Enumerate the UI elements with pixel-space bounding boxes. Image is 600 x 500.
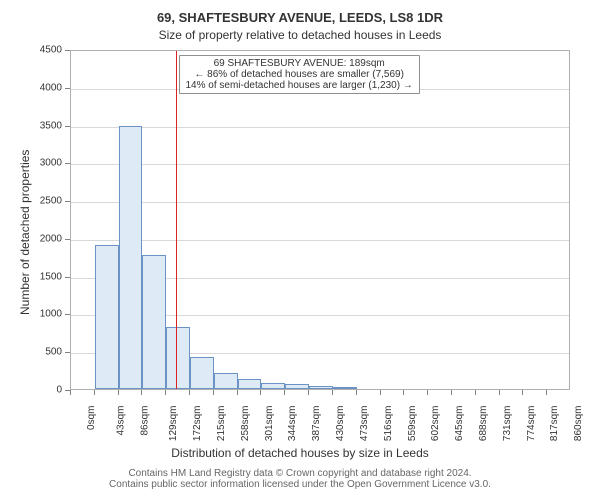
x-tick-label: 430sqm <box>335 406 346 442</box>
footer: Contains HM Land Registry data © Crown c… <box>0 468 600 490</box>
gridline <box>71 240 569 241</box>
y-tick-label: 0 <box>22 385 62 396</box>
histogram-bar <box>261 383 285 389</box>
x-tick <box>475 390 476 395</box>
x-tick <box>260 390 261 395</box>
y-tick <box>65 126 70 127</box>
x-tick-label: 172sqm <box>192 406 203 442</box>
annotation-line: 69 SHAFTESBURY AVENUE: 189sqm <box>186 58 413 69</box>
y-tick <box>65 163 70 164</box>
y-tick <box>65 201 70 202</box>
x-tick <box>165 390 166 395</box>
y-tick <box>65 239 70 240</box>
y-tick <box>65 50 70 51</box>
y-tick <box>65 88 70 89</box>
x-tick-label: 258sqm <box>240 406 251 442</box>
histogram-bar <box>119 126 143 389</box>
x-tick-label: 602sqm <box>430 406 441 442</box>
gridline <box>71 202 569 203</box>
x-tick-label: 860sqm <box>573 406 584 442</box>
x-tick <box>213 390 214 395</box>
x-tick <box>189 390 190 395</box>
plot-area: 69 SHAFTESBURY AVENUE: 189sqm← 86% of de… <box>70 50 570 390</box>
y-tick-label: 1000 <box>22 309 62 320</box>
x-tick-label: 473sqm <box>359 406 370 442</box>
x-axis-label: Distribution of detached houses by size … <box>0 446 600 460</box>
annotation-box: 69 SHAFTESBURY AVENUE: 189sqm← 86% of de… <box>179 55 420 94</box>
footer-line-2: Contains public sector information licen… <box>0 479 600 490</box>
x-tick <box>308 390 309 395</box>
x-tick-label: 301sqm <box>264 406 275 442</box>
x-tick <box>118 390 119 395</box>
histogram-bar <box>309 386 333 389</box>
histogram-bar <box>238 379 262 389</box>
x-tick <box>284 390 285 395</box>
y-tick-label: 1500 <box>22 271 62 282</box>
x-tick-label: 0sqm <box>86 406 97 430</box>
annotation-line: ← 86% of detached houses are smaller (7,… <box>186 69 413 80</box>
y-tick-label: 4500 <box>22 45 62 56</box>
y-axis-label: Number of detached properties <box>18 150 32 315</box>
x-tick-label: 817sqm <box>549 406 560 442</box>
x-tick <box>403 390 404 395</box>
x-tick-label: 387sqm <box>311 406 322 442</box>
x-tick-label: 344sqm <box>288 406 299 442</box>
x-tick <box>522 390 523 395</box>
x-tick <box>94 390 95 395</box>
footer-line-1: Contains HM Land Registry data © Crown c… <box>0 468 600 479</box>
histogram-bar <box>142 255 166 389</box>
x-tick <box>237 390 238 395</box>
y-tick-label: 3000 <box>22 158 62 169</box>
x-tick <box>427 390 428 395</box>
x-tick <box>499 390 500 395</box>
x-tick-label: 215sqm <box>216 406 227 442</box>
x-tick-label: 129sqm <box>169 406 180 442</box>
chart-title: 69, SHAFTESBURY AVENUE, LEEDS, LS8 1DR <box>0 10 600 25</box>
gridline <box>71 164 569 165</box>
x-tick <box>380 390 381 395</box>
histogram-bar <box>214 373 238 389</box>
figure: 69, SHAFTESBURY AVENUE, LEEDS, LS8 1DR S… <box>0 0 600 500</box>
x-tick-label: 731sqm <box>502 406 513 442</box>
property-marker-line <box>176 51 178 389</box>
histogram-bar <box>190 357 214 389</box>
y-tick <box>65 352 70 353</box>
y-tick-label: 2500 <box>22 196 62 207</box>
x-tick-label: 86sqm <box>139 406 150 436</box>
y-tick-label: 2000 <box>22 233 62 244</box>
x-tick-label: 688sqm <box>478 406 489 442</box>
annotation-line: 14% of semi-detached houses are larger (… <box>186 80 413 91</box>
gridline <box>71 127 569 128</box>
x-tick-label: 645sqm <box>454 406 465 442</box>
x-tick <box>332 390 333 395</box>
x-tick-label: 774sqm <box>526 406 537 442</box>
histogram-bar <box>285 384 309 389</box>
x-tick-label: 559sqm <box>407 406 418 442</box>
y-tick-label: 500 <box>22 347 62 358</box>
histogram-bar <box>333 387 357 389</box>
x-tick <box>356 390 357 395</box>
y-tick <box>65 314 70 315</box>
x-tick <box>141 390 142 395</box>
x-tick <box>546 390 547 395</box>
histogram-bar <box>95 245 119 389</box>
x-tick <box>451 390 452 395</box>
histogram-bar <box>166 327 190 389</box>
y-tick-label: 3500 <box>22 120 62 131</box>
x-tick-label: 516sqm <box>383 406 394 442</box>
y-tick <box>65 277 70 278</box>
x-tick-label: 43sqm <box>115 406 126 436</box>
y-tick-label: 4000 <box>22 82 62 93</box>
chart-subtitle: Size of property relative to detached ho… <box>0 28 600 42</box>
x-tick <box>70 390 71 395</box>
